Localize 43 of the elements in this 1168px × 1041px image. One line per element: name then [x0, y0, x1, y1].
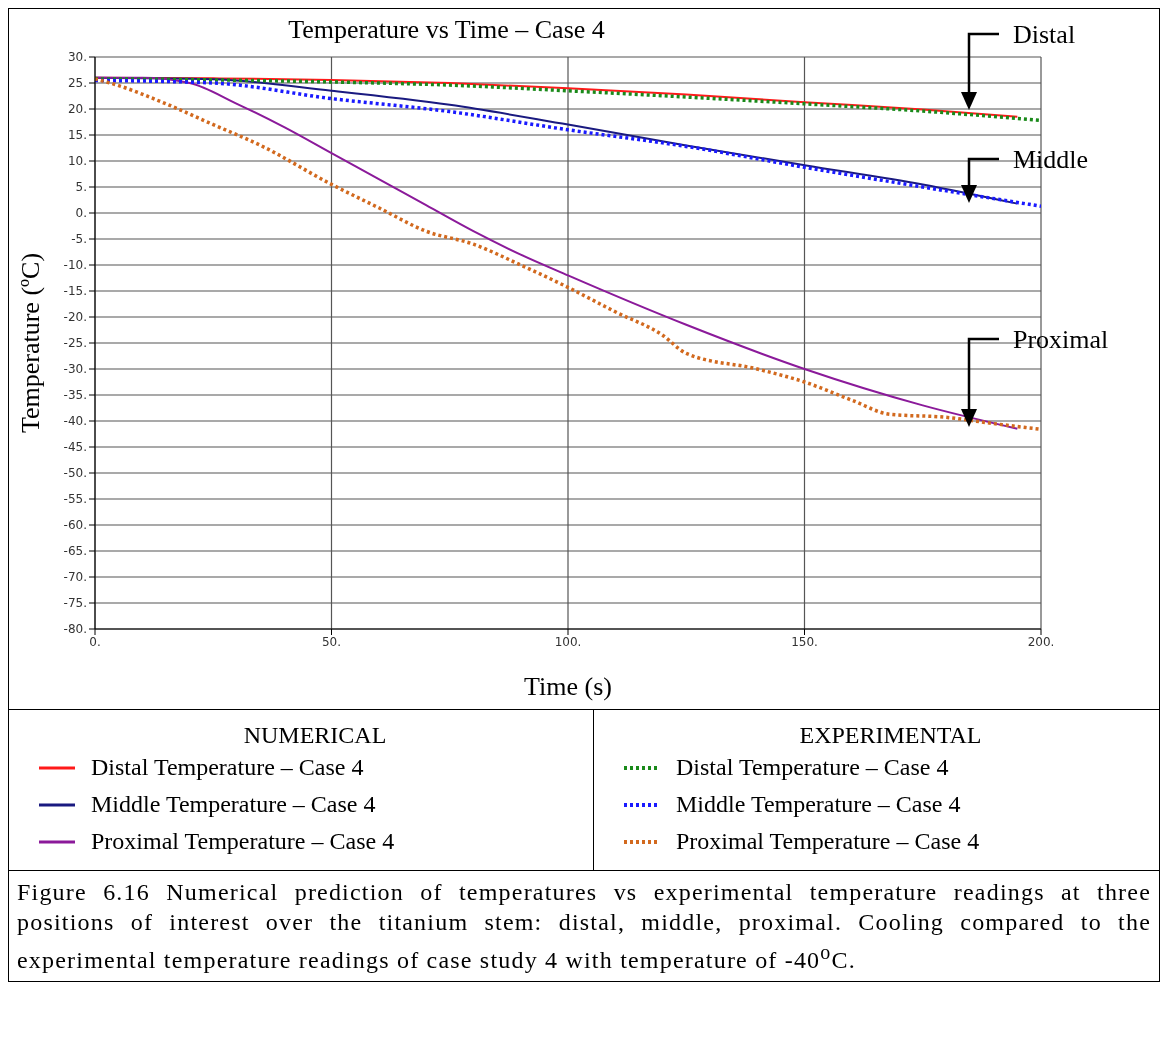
text: NUMERICAL — [242, 722, 388, 749]
legend-label: Distal Temperature – Case 4 — [676, 753, 949, 782]
y-tick-label: 30. — [67, 50, 87, 65]
annotation: Proximal — [1013, 325, 1109, 354]
x-tick-label: 150. — [791, 634, 818, 649]
y-tick-label: -80. — [63, 622, 87, 637]
y-tick-label: -60. — [63, 518, 87, 533]
legend-label: Proximal Temperature – Case 4 — [91, 827, 395, 856]
y-tick-label: -50. — [63, 466, 87, 481]
y-tick-label: -65. — [63, 544, 87, 559]
y-tick-label: 20. — [67, 102, 87, 117]
y-tick-label: -5. — [71, 232, 87, 247]
legend-label: Middle Temperature – Case 4 — [91, 790, 376, 819]
x-tick-label: 200. — [1027, 634, 1055, 649]
y-tick-label: -45. — [63, 440, 87, 455]
y-tick-label: 15. — [67, 128, 87, 143]
y-tick-label: -75. — [63, 596, 87, 611]
y-tick-label: 10. — [67, 154, 87, 169]
y-tick-label: -70. — [63, 570, 87, 585]
x-tick-label: 50. — [321, 634, 342, 649]
text: EXPERIMENTAL — [798, 722, 983, 749]
y-tick-label: 5. — [75, 180, 87, 195]
chart-title: Temperature vs Time – Case 4 — [288, 15, 605, 44]
y-tick-label: -30. — [63, 362, 87, 377]
x-tick-label: 0. — [89, 634, 101, 649]
x-axis-title: Time (s) — [524, 672, 612, 701]
y-tick-label: -10. — [63, 258, 87, 273]
caption: Figure 6.16 Numerical prediction of temperatures vs experimental temperature readings at three positions of interest over the titanium stem: distal, middle, proximal. Cooling compared to the experimental temperature readings of case study 4 with temperature of -40$^{o}$C. — [16, 878, 1152, 975]
legend-label: Distal Temperature – Case 4 — [91, 753, 364, 782]
y-tick-label: -40. — [63, 414, 87, 429]
y-tick-label: -25. — [63, 336, 87, 351]
y-tick-label: 0. — [75, 206, 87, 221]
y-tick-label: -20. — [63, 310, 87, 325]
legend-label: Middle Temperature – Case 4 — [676, 790, 961, 819]
y-tick-label: -15. — [63, 284, 87, 299]
text: Distal — [1013, 20, 1076, 49]
legend-label: Proximal Temperature – Case 4 — [676, 827, 980, 856]
y-tick-label: 25. — [67, 76, 87, 91]
y-tick-label: -35. — [63, 388, 87, 403]
y-axis-title: Temperature (ºC) — [16, 252, 46, 434]
annotation: Middle — [1013, 145, 1089, 174]
x-tick-label: 100. — [554, 634, 582, 649]
y-tick-label: -55. — [63, 492, 87, 507]
